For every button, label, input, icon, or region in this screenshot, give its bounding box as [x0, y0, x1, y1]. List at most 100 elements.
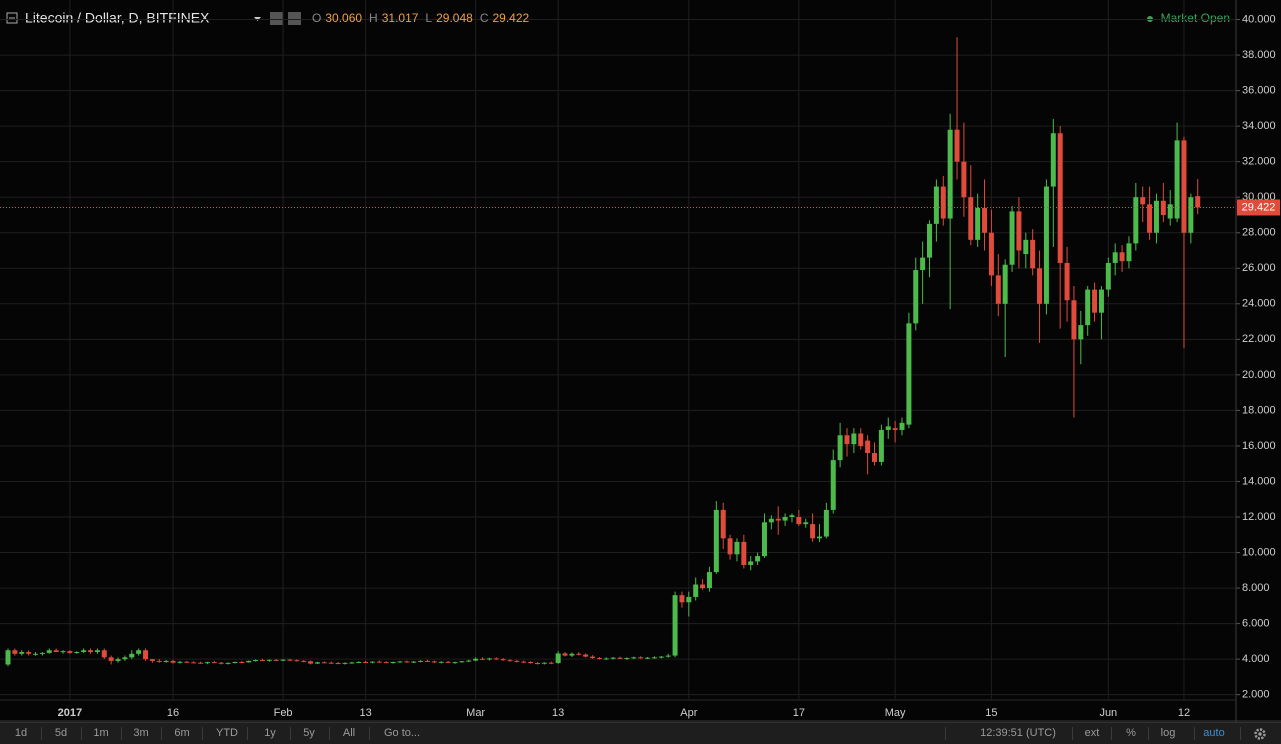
candle-body: [438, 661, 444, 663]
candle-body: [975, 207, 981, 240]
candle-body: [837, 435, 843, 461]
range-button[interactable]: 1m: [93, 727, 109, 739]
candle-body: [1174, 140, 1180, 219]
candle-body: [603, 658, 609, 660]
chart-title: Litecoin / Dollar, D, BITFINEX: [25, 10, 210, 26]
candle-body: [12, 650, 18, 654]
candle-body: [211, 662, 217, 664]
ohlc-key: H: [369, 11, 378, 25]
candle-body: [452, 662, 458, 664]
candle-body: [459, 661, 465, 663]
candle-body: [1050, 133, 1056, 187]
y-tick-label: 34.000: [1242, 120, 1276, 132]
range-button[interactable]: 1d: [14, 727, 28, 739]
candle-body: [741, 541, 747, 565]
option-button[interactable]: auto: [1203, 727, 1225, 739]
candle-body: [878, 429, 884, 462]
option-button[interactable]: log: [1160, 727, 1176, 739]
candle-body: [823, 509, 829, 537]
candle-body: [287, 659, 293, 661]
candle-body: [596, 658, 602, 660]
candle-body: [651, 657, 657, 659]
candle-body: [906, 323, 912, 425]
candle-body: [342, 662, 348, 664]
candle-body: [665, 655, 671, 657]
settings-icon[interactable]: [270, 12, 283, 25]
x-tick-label: 16: [167, 707, 179, 719]
goto-button[interactable]: Go to...: [383, 727, 421, 739]
candle-body: [204, 662, 210, 664]
candle-body: [816, 536, 822, 539]
candle-body: [170, 660, 176, 663]
candle-body: [761, 522, 767, 557]
candle-body: [1009, 211, 1015, 265]
status-dot: [1147, 16, 1153, 22]
separator: [1111, 727, 1112, 740]
option-button[interactable]: ext: [1084, 727, 1100, 739]
range-button[interactable]: 6m: [174, 727, 190, 739]
candle-body: [755, 556, 761, 562]
candle-body: [562, 653, 568, 656]
grid: [0, 0, 1236, 700]
candle-body: [356, 661, 362, 663]
ohlc-key: O: [312, 11, 321, 25]
y-tick-label: 24.000: [1242, 298, 1276, 310]
range-button[interactable]: 1y: [264, 727, 276, 739]
symbol-menu-caret[interactable]: [254, 17, 261, 21]
candle-body: [480, 658, 486, 660]
candle-body: [1119, 252, 1125, 262]
candle-body: [232, 661, 238, 663]
candle-body: [803, 522, 809, 525]
range-button[interactable]: All: [342, 727, 356, 739]
candle-body: [349, 662, 355, 664]
x-tick-label: Mar: [466, 707, 485, 719]
candle-body: [576, 653, 582, 655]
clock: 12:39:51 (UTC): [980, 727, 1056, 739]
candle-body: [782, 517, 788, 521]
candle-body: [693, 584, 699, 597]
settings-gear[interactable]: [1253, 727, 1267, 741]
separator: [369, 727, 370, 740]
candle-body: [266, 659, 272, 661]
candle-body: [541, 662, 547, 664]
x-tick-label: 15: [985, 707, 997, 719]
x-tick-label: 12: [1178, 707, 1190, 719]
candle-body: [1195, 196, 1201, 208]
option-button[interactable]: %: [1126, 727, 1136, 739]
candle-body: [383, 662, 389, 664]
candle-body: [940, 186, 946, 219]
range-button[interactable]: YTD: [216, 727, 238, 739]
range-button[interactable]: 5y: [303, 727, 315, 739]
candle-body: [796, 517, 802, 525]
candle-body: [995, 275, 1001, 304]
candle-body: [259, 660, 265, 662]
candle-body: [789, 515, 795, 518]
candle-body: [431, 661, 437, 663]
candle-body: [321, 662, 327, 664]
candle-body: [60, 651, 66, 653]
candle-body: [583, 654, 589, 657]
candle-body: [528, 661, 534, 664]
settings-icon[interactable]: [288, 12, 301, 25]
candle-body: [844, 435, 850, 445]
range-button[interactable]: 3m: [133, 727, 149, 739]
ohlc-value: 30.060: [325, 11, 362, 25]
candle-body: [672, 595, 678, 656]
candle-body: [590, 656, 596, 659]
separator: [1194, 727, 1195, 740]
candle-body: [1071, 300, 1077, 340]
candle-body: [555, 653, 561, 664]
candle-body: [982, 207, 988, 233]
collapse-icon[interactable]: [6, 12, 18, 24]
candle-body: [1085, 289, 1091, 326]
x-tick-label: 17: [793, 707, 805, 719]
candle-body: [706, 572, 712, 589]
gear-hub: [1258, 732, 1262, 736]
candle-body: [933, 186, 939, 224]
y-tick-label: 28.000: [1242, 227, 1276, 239]
range-button[interactable]: 5d: [54, 727, 68, 739]
candle-body: [1112, 252, 1118, 263]
candle-body: [920, 257, 926, 271]
candle-body: [851, 433, 857, 445]
candle-body: [947, 129, 953, 219]
